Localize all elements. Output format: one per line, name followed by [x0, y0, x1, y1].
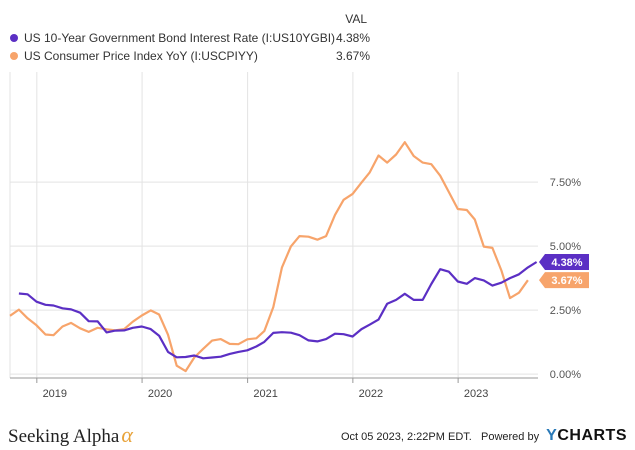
y-tick-label: 5.00%	[550, 241, 581, 253]
x-tick-label: 2022	[359, 388, 383, 400]
end-value-flag	[539, 254, 589, 271]
brand-name: Seeking Alpha	[8, 426, 120, 447]
footer-right: Oct 05 2023, 2:22PM EDT. Powered by YCHA…	[341, 427, 627, 445]
ycharts-logo[interactable]: YCHARTS	[546, 427, 627, 444]
x-tick-label: 2023	[464, 388, 488, 400]
legend-series-name: US Consumer Price Index YoY (I:USCPIYY)	[24, 49, 258, 63]
end-value-flag	[539, 272, 589, 289]
timestamp: Oct 05 2023, 2:22PM EDT.	[340, 431, 472, 443]
y-tick-label: 0.00%	[550, 369, 581, 381]
legend: VAL US 10-Year Government Bond Interest …	[0, 0, 635, 70]
series-dot-icon	[10, 52, 18, 60]
series-line-us10y	[18, 261, 538, 360]
y-tick-label: 7.50%	[550, 177, 581, 189]
y-tick-label: 2.50%	[550, 305, 581, 317]
legend-item-us10y[interactable]: US 10-Year Government Bond Interest Rate…	[10, 30, 370, 48]
footer: Seeking Alphaα Oct 05 2023, 2:22PM EDT. …	[0, 415, 635, 450]
x-tick-label: 2021	[253, 388, 277, 400]
legend-series-value: 4.38%	[335, 31, 370, 45]
x-tick-label: 2019	[43, 388, 67, 400]
powered-by-label: Powered by	[481, 431, 540, 443]
series-line-cpi	[9, 141, 529, 373]
end-value-label: 3.67%	[551, 275, 582, 287]
x-tick-label: 2020	[148, 388, 172, 400]
legend-header: VAL	[345, 12, 367, 26]
seeking-alpha-logo[interactable]: Seeking Alphaα	[8, 422, 133, 448]
line-chart: 0.00% 2.50% 5.00% 7.50% 2019 2020 2021 2022 2023…	[9, 72, 589, 400]
legend-series-value: 3.67%	[335, 49, 370, 63]
end-value-label: 4.38%	[551, 257, 582, 269]
alpha-symbol-icon: α	[121, 422, 133, 447]
legend-series-name: US 10-Year Government Bond Interest Rate…	[24, 31, 336, 45]
legend-item-cpi[interactable]: US Consumer Price Index YoY (I:USCPIYY) …	[10, 48, 370, 66]
series-dot-icon	[10, 34, 18, 42]
